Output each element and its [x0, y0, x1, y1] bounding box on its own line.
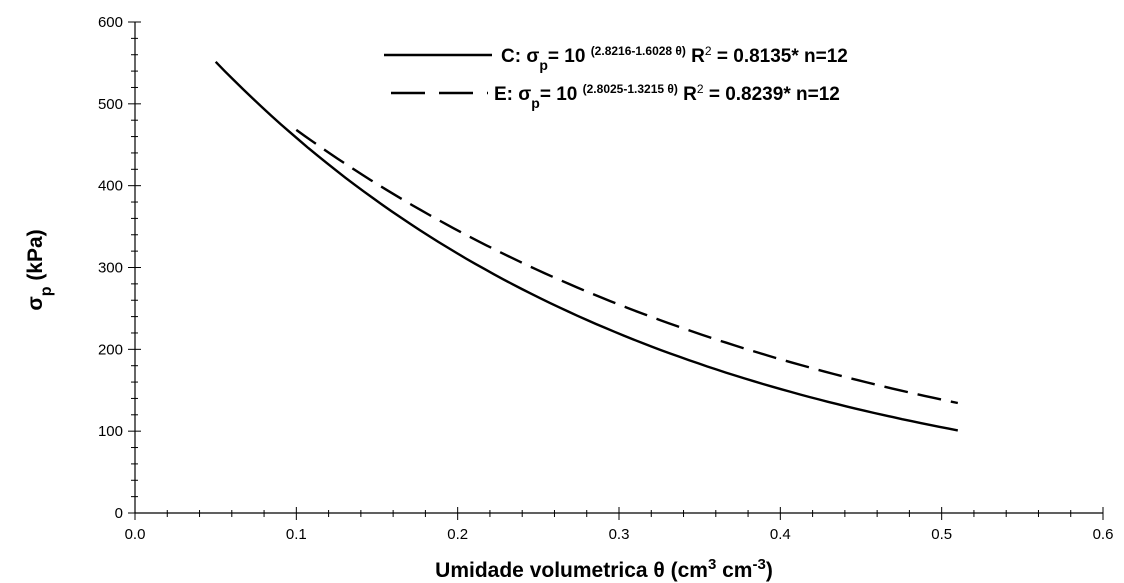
series-line-e [295, 128, 959, 405]
chart-axes: 0 100 200 300 400 500 600 0.0 0.1 0.2 0.3 0.4 0.5 0.6 [98, 14, 1113, 543]
y-tick-label: 500 [98, 96, 123, 113]
y-tick-label: 100 [98, 423, 123, 440]
x-axis-title-sup2: -3 [752, 556, 765, 573]
legend-statistics: = 0.8239* n=12 [704, 84, 840, 105]
legend-exponent: (2.8216-1.6028 θ) [591, 44, 686, 58]
legend-exponent: (2.8025-1.3215 θ) [583, 82, 678, 96]
legend-prefix: C: σ [501, 46, 539, 67]
x-axis-title: Umidade volumetrica θ (cm3 cm-3) [435, 556, 773, 583]
legend-label-e: E: σp= 10 (2.8025-1.3215 θ) R2 = 0.8239*… [494, 82, 840, 111]
y-tick-label: 400 [98, 178, 123, 195]
y-tick-label: 0 [115, 505, 123, 522]
chart-legend: C: σp= 10 (2.8216-1.6028 θ) R2 = 0.8135*… [384, 44, 848, 111]
y-tick-label: 600 [98, 14, 123, 31]
legend-label-c: C: σp= 10 (2.8216-1.6028 θ) R2 = 0.8135*… [501, 44, 848, 73]
legend-r-superscript: 2 [705, 44, 712, 58]
legend-statistics: = 0.8135* n=12 [712, 46, 848, 67]
y-tick-label: 200 [98, 341, 123, 358]
legend-equation: = 10 [540, 84, 583, 105]
x-tick-label: 0.0 [125, 526, 146, 543]
legend-subscript: p [539, 57, 548, 73]
y-axis-title-sub: p [38, 286, 55, 296]
x-tick-label: 0.1 [286, 526, 307, 543]
y-tick-label: 300 [98, 260, 123, 277]
x-tick-label: 0.5 [931, 526, 952, 543]
x-axis-title-mid: cm [716, 559, 752, 582]
y-axis-title-main: σ [24, 296, 47, 310]
legend-r-label: R [678, 84, 697, 105]
y-axis-title-rest: (kPa) [24, 229, 47, 286]
x-axis-title-end: ) [766, 559, 773, 582]
legend-r-label: R [686, 46, 705, 67]
legend-r-superscript: 2 [697, 82, 704, 96]
legend-subscript: p [531, 95, 540, 111]
legend-prefix: E: σ [494, 84, 531, 105]
x-axis-title-sup1: 3 [708, 556, 716, 573]
x-tick-label: 0.3 [609, 526, 630, 543]
x-tick-label: 0.2 [447, 526, 468, 543]
series-line-c [214, 60, 959, 432]
x-axis-title-main: Umidade volumetrica θ (cm [435, 559, 708, 582]
x-tick-label: 0.4 [770, 526, 791, 543]
y-axis-title: σp (kPa) [24, 229, 55, 310]
x-tick-label: 0.6 [1093, 526, 1114, 543]
legend-equation: = 10 [548, 46, 591, 67]
chart-plot-area [214, 60, 959, 432]
